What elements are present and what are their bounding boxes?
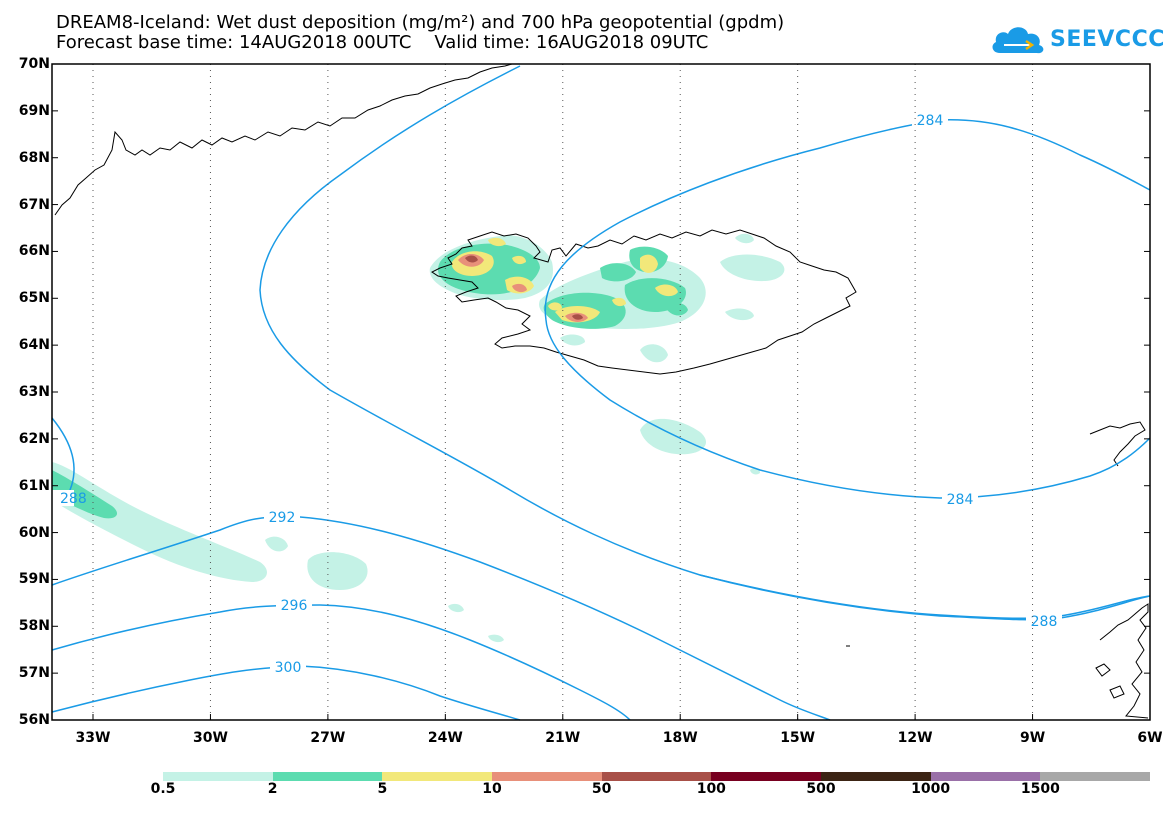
latitude-label: 69N [18, 102, 50, 119]
island-coast [1095, 663, 1111, 677]
dust-area-light [725, 308, 754, 321]
iceland-coast [431, 229, 857, 375]
dust-area-light [735, 233, 754, 244]
dust-area-medium [600, 263, 636, 282]
dust-area-5 [488, 237, 506, 247]
dust-deposition-layer [52, 233, 785, 643]
contour-284-north [544, 119, 1151, 321]
coastlines [54, 63, 1149, 719]
dust-area-light [640, 418, 707, 455]
colorbar-label: 0.5 [150, 781, 176, 797]
latitude-label: 62N [18, 430, 50, 447]
colorbar-label: 100 [696, 781, 726, 797]
colorbar-segment [601, 772, 712, 781]
geopotential-contours [51, 65, 1151, 721]
contour-label: 296 [281, 598, 308, 614]
dust-area-10 [512, 283, 527, 293]
colorbar-segment [272, 772, 383, 781]
colorbar-label: 1500 [1020, 781, 1060, 797]
longitude-label: 33W [75, 730, 111, 746]
latitude-label: 65N [18, 290, 50, 307]
colorbar-label: 500 [806, 781, 836, 797]
longitude-label: 18W [662, 730, 698, 746]
longitude-label: 27W [310, 730, 346, 746]
longitude-label: 30W [192, 730, 228, 746]
longitude-label: 9W [1019, 730, 1046, 746]
latitude-label: 60N [18, 524, 50, 541]
map-title: DREAM8-Iceland: Wet dust deposition (mg/… [56, 12, 785, 33]
island-coast [1109, 685, 1125, 699]
dust-area-light [560, 334, 585, 346]
colorbar-segment [492, 772, 602, 781]
contour-288-east [699, 574, 1151, 621]
latitude-label: 56N [18, 712, 50, 728]
colorbar-segment [163, 772, 273, 781]
contour-292 [51, 515, 831, 721]
contour-label: 284 [947, 492, 974, 508]
longitude-label: 15W [780, 730, 816, 746]
dust-area-5 [655, 284, 678, 297]
latitude-label: 58N [18, 618, 50, 635]
contour-284-south [545, 319, 1151, 499]
latitude-label: 57N [18, 665, 50, 682]
longitude-label: 12W [897, 730, 933, 746]
greenland-coast [54, 63, 513, 216]
map-frame [51, 63, 1151, 721]
colorbar-label: 10 [482, 781, 502, 797]
longitude-label: 6W [1137, 730, 1163, 746]
contour-label: 288 [1031, 614, 1058, 630]
contour-288-west [259, 65, 1151, 619]
dust-area-medium [52, 470, 118, 519]
colorbar-label: 50 [591, 781, 612, 797]
dust-area-light [448, 603, 464, 613]
dust-area-5 [640, 254, 658, 273]
dust-area-5 [612, 297, 626, 307]
colorbar-segment [1040, 772, 1151, 781]
latitude-label: 61N [18, 477, 50, 494]
dust-area-50 [465, 255, 478, 263]
longitude-label: 21W [545, 730, 581, 746]
dust-area-light [52, 462, 267, 582]
logo-text: SEEVCCC [1050, 26, 1165, 52]
dust-area-light [488, 634, 504, 643]
dust-area-5 [512, 255, 526, 265]
longitude-label: 24W [427, 730, 463, 746]
colorbar-label: 5 [377, 781, 388, 797]
colorbar-label: 2 [267, 781, 278, 797]
latitude-label: 59N [18, 571, 50, 588]
latitude-label: 68N [18, 149, 50, 166]
contour-296 [51, 604, 631, 721]
colorbar-label: 1000 [911, 781, 951, 797]
colorbar-segment [711, 772, 822, 781]
faroe-coast [1089, 421, 1146, 467]
latitude-label: 64N [18, 337, 50, 354]
contour-label: 288 [60, 491, 87, 507]
graticule [52, 63, 1151, 721]
colorbar-segment [382, 772, 493, 781]
latitude-label: 70N [18, 56, 50, 72]
dust-area-medium [664, 302, 688, 316]
cloud-icon [992, 27, 1044, 54]
map-subtitle: Forecast base time: 14AUG2018 00UTC Vali… [56, 32, 709, 53]
scotland-coast [1099, 603, 1149, 719]
latitude-label: 66N [18, 243, 50, 260]
dust-area-50 [572, 314, 583, 320]
contour-label: 300 [275, 660, 302, 676]
dust-area-light [640, 344, 668, 363]
seevccc-logo: SEEVCCC [990, 20, 1165, 58]
colorbar-segment [821, 772, 931, 781]
dust-area-light [265, 536, 288, 552]
contour-labels: 284 284 288 288 292 296 300 [52, 112, 1062, 676]
dust-area-light [307, 552, 368, 590]
colorbar-segment [930, 772, 1041, 781]
latitude-label: 67N [18, 196, 50, 213]
latitude-label: 63N [18, 384, 50, 400]
dust-area-light [720, 254, 785, 282]
contour-label: 284 [917, 113, 944, 129]
dust-area-5 [548, 302, 562, 311]
contour-label: 292 [269, 510, 296, 526]
